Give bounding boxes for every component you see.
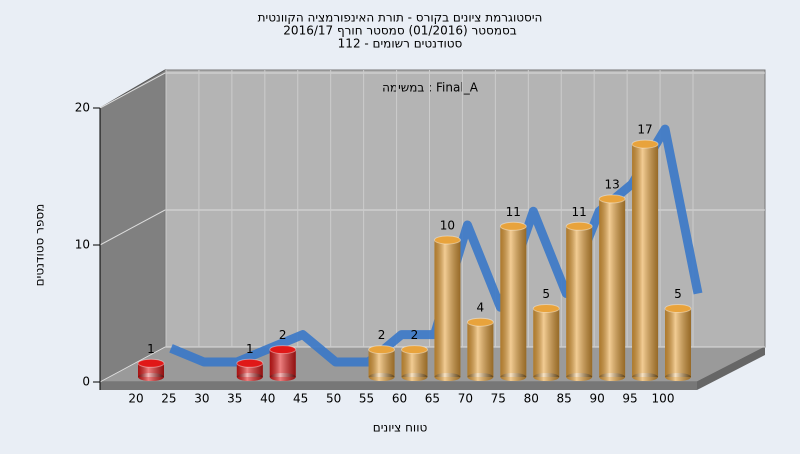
bar-part bbox=[236, 358, 264, 368]
bar bbox=[532, 304, 560, 381]
bar-part bbox=[532, 304, 560, 313]
y-axis-label: מספר סטודנטים bbox=[33, 204, 47, 287]
bar-part bbox=[665, 373, 691, 381]
x-tick-label: 45 bbox=[293, 392, 308, 406]
value-label: 1 bbox=[147, 342, 155, 356]
bar bbox=[499, 221, 527, 381]
value-label: 13 bbox=[604, 177, 619, 191]
bar-part bbox=[401, 349, 428, 377]
value-label: 2 bbox=[378, 328, 386, 342]
bar-part bbox=[269, 373, 296, 381]
x-axis-label: טווח ציונים bbox=[373, 421, 428, 435]
title-line: בסמסטר (01/2016) סמסטר חורף 2016/17 bbox=[283, 24, 516, 38]
x-tick-label: 75 bbox=[491, 392, 506, 406]
bar bbox=[236, 358, 264, 381]
bar bbox=[401, 345, 428, 381]
bar-part bbox=[631, 139, 659, 149]
x-tick-label: 50 bbox=[326, 392, 341, 406]
x-tick-label: 70 bbox=[458, 392, 473, 406]
bar bbox=[466, 317, 494, 381]
y-tick-label: 10 bbox=[75, 238, 90, 252]
bar-part bbox=[599, 198, 626, 377]
x-tick-label: 85 bbox=[557, 392, 572, 406]
bar bbox=[433, 235, 461, 381]
bar-part bbox=[665, 308, 691, 377]
bar-part bbox=[236, 373, 263, 381]
bar bbox=[664, 304, 692, 381]
bar-part bbox=[269, 349, 296, 377]
grid-line bbox=[99, 72, 765, 109]
bar bbox=[368, 345, 396, 381]
bar-part bbox=[565, 221, 593, 231]
x-tick-label: 100 bbox=[652, 392, 675, 406]
grid-line bbox=[99, 346, 765, 383]
bar-part bbox=[632, 373, 659, 381]
x-tick-label: 35 bbox=[227, 392, 242, 406]
bar-part bbox=[566, 373, 593, 381]
bar-part bbox=[467, 373, 494, 381]
x-tick-label: 55 bbox=[359, 392, 374, 406]
bar-part bbox=[533, 308, 560, 377]
bar-part bbox=[433, 235, 461, 245]
value-label: 4 bbox=[477, 301, 485, 315]
x-tick-label: 95 bbox=[622, 392, 637, 406]
x-tick-label: 80 bbox=[524, 392, 539, 406]
value-label: 11 bbox=[572, 205, 587, 219]
x-tick-label: 40 bbox=[260, 392, 275, 406]
value-label: 10 bbox=[440, 219, 455, 233]
value-label: 5 bbox=[674, 287, 682, 301]
bar-part bbox=[500, 373, 527, 381]
bar-part bbox=[533, 373, 560, 381]
bar-part bbox=[401, 373, 428, 381]
title-line: היסטוגרמת ציונים בקורס - תורת האינפורמצי… bbox=[258, 11, 543, 25]
bar-part bbox=[500, 226, 527, 377]
bar-part bbox=[566, 226, 593, 377]
bar-part bbox=[664, 304, 692, 313]
x-tick-label: 65 bbox=[425, 392, 440, 406]
left-wall bbox=[99, 69, 166, 383]
bar bbox=[565, 221, 593, 381]
bar-part bbox=[467, 322, 494, 377]
bar-part bbox=[499, 221, 527, 231]
x-tick-label: 30 bbox=[194, 392, 209, 406]
bar-part bbox=[368, 349, 395, 377]
bar bbox=[598, 194, 626, 381]
value-label: 2 bbox=[411, 328, 419, 342]
bar-part bbox=[434, 373, 461, 381]
bar-part bbox=[368, 373, 395, 381]
value-label: 11 bbox=[506, 205, 521, 219]
value-label: 1 bbox=[246, 342, 254, 356]
bar-part bbox=[434, 240, 461, 377]
y-tick-label: 0 bbox=[82, 375, 90, 389]
bar-part bbox=[599, 373, 626, 381]
title-line: סטודנטים רשומים - 112 bbox=[338, 37, 463, 51]
bar-part bbox=[368, 345, 396, 355]
value-label: 5 bbox=[542, 287, 550, 301]
floor-edge bbox=[697, 347, 765, 390]
bar-part bbox=[401, 345, 428, 355]
x-tick-label: 25 bbox=[161, 392, 176, 406]
y-tick-label: 20 bbox=[75, 101, 90, 115]
bar bbox=[137, 358, 165, 381]
value-label: 17 bbox=[637, 123, 652, 137]
bar-part bbox=[466, 317, 494, 327]
value-label: 2 bbox=[279, 328, 287, 342]
bar-part bbox=[138, 373, 164, 381]
bar-part bbox=[632, 144, 659, 377]
bar bbox=[269, 345, 297, 381]
floor-edge bbox=[100, 382, 697, 390]
bar-part bbox=[269, 345, 297, 355]
x-tick-label: 20 bbox=[128, 392, 143, 406]
bar-part bbox=[598, 194, 626, 204]
bar-part bbox=[137, 358, 165, 368]
grid-line bbox=[99, 209, 765, 246]
annotation: במשימה : Final_A bbox=[382, 81, 479, 95]
bar bbox=[631, 139, 659, 381]
x-tick-label: 60 bbox=[392, 392, 407, 406]
x-tick-label: 90 bbox=[589, 392, 604, 406]
